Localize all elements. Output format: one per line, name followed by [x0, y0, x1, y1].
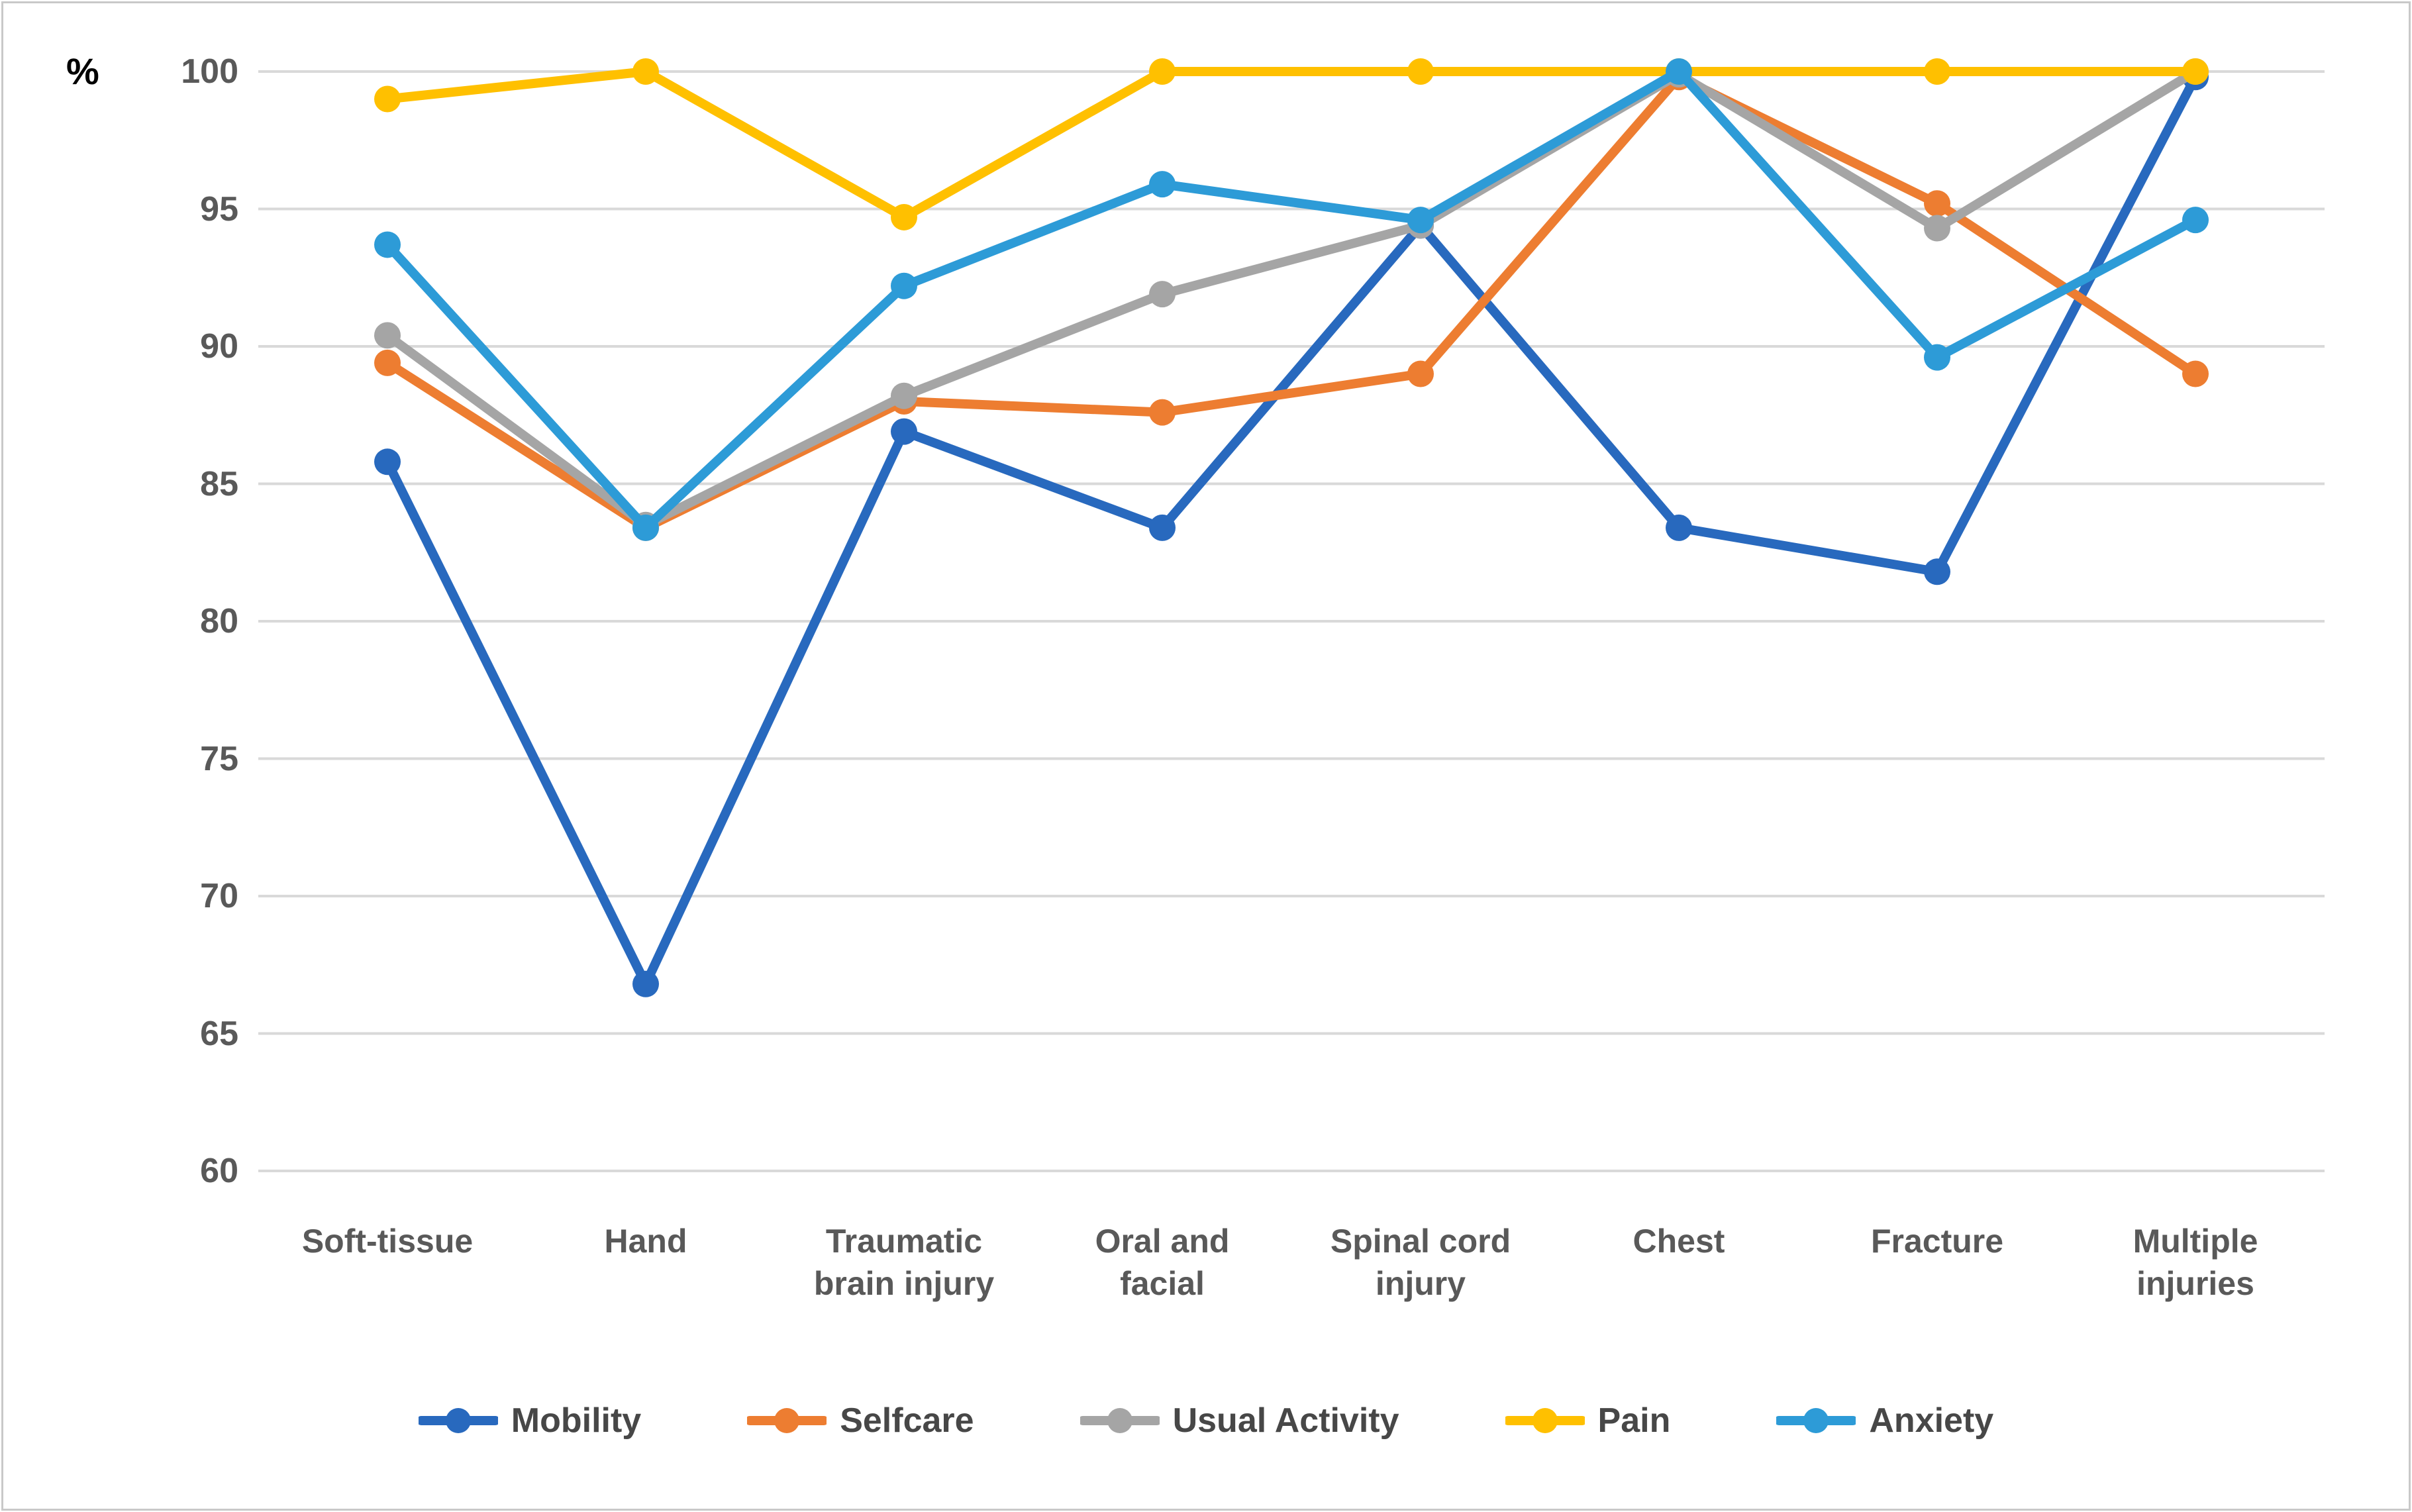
- data-point-pain-3: [1149, 58, 1176, 85]
- y-tick-label-95: 95: [200, 189, 238, 228]
- y-tick-label-100: 100: [181, 52, 238, 91]
- data-point-pain-0: [374, 85, 401, 113]
- y-tick-label-85: 85: [200, 464, 238, 503]
- data-point-usual-activity-0: [374, 322, 401, 349]
- data-point-selfcare-4: [1407, 360, 1434, 387]
- series-line-pain: [383, 67, 2200, 222]
- x-category-label-5: Chest: [1633, 1223, 1725, 1260]
- data-point-mobility-1: [632, 970, 659, 997]
- series-line-anxiety: [383, 67, 2200, 532]
- data-point-selfcare-3: [1149, 399, 1176, 426]
- data-point-anxiety-2: [891, 272, 917, 299]
- data-point-anxiety-7: [2182, 207, 2209, 234]
- legend-line-marker-icon: [1505, 1408, 1585, 1433]
- legend-item-usual-activity: Usual Activity: [1080, 1401, 1399, 1440]
- data-point-selfcare-6: [1924, 190, 1950, 217]
- data-point-mobility-3: [1149, 514, 1176, 541]
- data-point-pain-2: [891, 203, 917, 230]
- legend-line-marker-icon: [1776, 1408, 1856, 1433]
- legend-label: Pain: [1597, 1401, 1671, 1440]
- x-category-label-1: Hand: [604, 1223, 687, 1260]
- legend-item-anxiety: Anxiety: [1776, 1401, 1993, 1440]
- legend-line-marker-icon: [1080, 1408, 1160, 1433]
- y-tick-label-90: 90: [200, 327, 238, 366]
- y-tick-label-80: 80: [200, 602, 238, 640]
- y-tick-label-70: 70: [200, 877, 238, 915]
- data-point-pain-6: [1924, 58, 1950, 85]
- y-tick-label-60: 60: [200, 1152, 238, 1190]
- series-line-mobility: [383, 72, 2200, 989]
- data-point-anxiety-0: [374, 231, 401, 258]
- x-category-label-4: Spinal cord injury: [1330, 1223, 1511, 1302]
- legend-line-marker-icon: [418, 1408, 498, 1433]
- data-point-mobility-5: [1666, 514, 1692, 541]
- data-point-usual-activity-2: [891, 382, 917, 409]
- x-category-label-2: Traumatic brain injury: [813, 1223, 995, 1302]
- data-point-selfcare-7: [2182, 360, 2209, 387]
- series-line-selfcare: [383, 72, 2200, 532]
- x-category-label-3: Oral and facial: [1095, 1223, 1230, 1302]
- y-tick-label-65: 65: [200, 1014, 238, 1053]
- legend-label: Mobility: [511, 1401, 642, 1440]
- data-point-usual-activity-3: [1149, 281, 1176, 308]
- legend-label: Anxiety: [1869, 1401, 1994, 1440]
- x-category-label-6: Fracture: [1870, 1223, 2004, 1260]
- legend-item-mobility: Mobility: [418, 1401, 642, 1440]
- y-tick-label-75: 75: [200, 739, 238, 778]
- data-point-anxiety-4: [1407, 207, 1434, 234]
- data-point-mobility-0: [374, 448, 401, 476]
- data-point-anxiety-6: [1924, 344, 1950, 371]
- x-category-label-0: Soft-tissue: [301, 1223, 474, 1260]
- data-point-pain-7: [2182, 58, 2209, 85]
- legend-item-selfcare: Selfcare: [747, 1401, 974, 1440]
- data-point-usual-activity-6: [1924, 215, 1950, 242]
- legend-label: Selfcare: [840, 1401, 974, 1440]
- chart-legend: Mobility Selfcare Usual Activity Pain Anxiet…: [0, 1381, 2412, 1460]
- series-line-usual-activity: [383, 67, 2200, 530]
- data-point-pain-1: [632, 58, 659, 85]
- data-point-mobility-2: [891, 418, 917, 445]
- data-point-anxiety-5: [1666, 58, 1692, 85]
- data-point-pain-4: [1407, 58, 1434, 85]
- data-point-anxiety-1: [632, 514, 659, 541]
- data-point-mobility-6: [1924, 558, 1950, 585]
- data-point-anxiety-3: [1149, 171, 1176, 198]
- legend-line-marker-icon: [747, 1408, 827, 1433]
- x-category-label-7: Multiple injuries: [2133, 1223, 2258, 1302]
- legend-item-pain: Pain: [1505, 1401, 1671, 1440]
- data-point-selfcare-0: [374, 349, 401, 376]
- legend-label: Usual Activity: [1172, 1401, 1399, 1440]
- y-axis-unit-label: %: [66, 50, 99, 92]
